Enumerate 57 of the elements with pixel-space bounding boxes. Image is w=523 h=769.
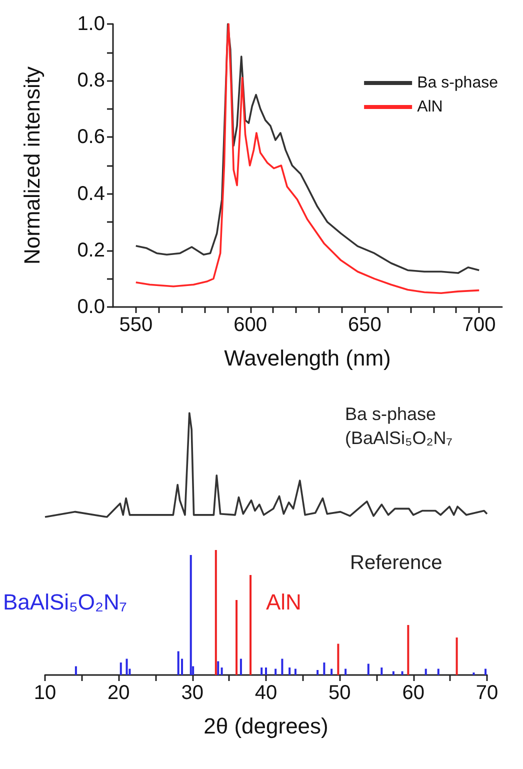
- bar: [316, 670, 319, 675]
- bar: [240, 658, 242, 675]
- bar: [484, 668, 487, 675]
- bar: [281, 658, 284, 675]
- bar: [294, 668, 296, 675]
- x-tick-label: 550: [119, 314, 153, 336]
- legend-label: Ba s-phase: [417, 74, 498, 92]
- x-tick-label: 600: [234, 314, 267, 336]
- x-tick-label: 650: [348, 314, 382, 336]
- x-tick-label: 700: [462, 314, 496, 336]
- bar: [407, 625, 410, 675]
- x-axis-title: Wavelength (nm): [224, 346, 391, 370]
- bar: [120, 662, 122, 675]
- x-tick-label: 60: [402, 682, 424, 704]
- bar: [265, 668, 267, 675]
- bar: [401, 671, 404, 675]
- x-tick-label: 40: [254, 682, 278, 704]
- text: BaAlSi₅O₂N₇: [3, 590, 127, 614]
- bar: [380, 668, 383, 675]
- y-tick-label: 1.0: [77, 13, 105, 35]
- bar: [437, 668, 440, 675]
- y-tick-label: 0.0: [77, 296, 105, 318]
- x-tick-label: 50: [328, 682, 351, 704]
- y-tick-label: 0.8: [77, 70, 105, 92]
- bar: [456, 638, 458, 675]
- x-tick-label: 20: [108, 682, 130, 704]
- chart-title: Reference: [350, 552, 442, 574]
- series-label: AlN: [266, 590, 302, 614]
- legend-label: AlN: [417, 98, 443, 116]
- y-tick-label: 0.2: [77, 239, 105, 262]
- x-tick-label: 10: [34, 682, 56, 704]
- bar: [367, 664, 370, 675]
- x-tick-label: 70: [476, 682, 498, 704]
- bar: [214, 550, 217, 675]
- text: Ba s-phase (BaAlSi₅O₂N₇: [345, 404, 452, 448]
- bar: [274, 668, 277, 675]
- y-tick-label: 0.4: [77, 182, 105, 205]
- bar: [250, 575, 252, 675]
- y-axis-title: Normalized intensity: [20, 66, 44, 265]
- bar: [288, 668, 291, 675]
- bar: [330, 668, 333, 675]
- bar: [392, 671, 394, 675]
- bar: [424, 668, 427, 675]
- bar: [74, 666, 77, 675]
- bar: [260, 668, 263, 675]
- bar: [220, 668, 223, 675]
- bar: [323, 662, 326, 675]
- x-tick-label: 30: [181, 682, 204, 704]
- bar: [236, 600, 238, 675]
- bar: [337, 644, 340, 675]
- bar: [177, 651, 180, 675]
- bar: [344, 668, 347, 675]
- bar: [126, 658, 128, 675]
- bar: [190, 555, 192, 675]
- y-tick-label: 0.6: [77, 126, 105, 148]
- x-axis-title: 2θ (degrees): [204, 714, 328, 738]
- bar: [217, 661, 220, 675]
